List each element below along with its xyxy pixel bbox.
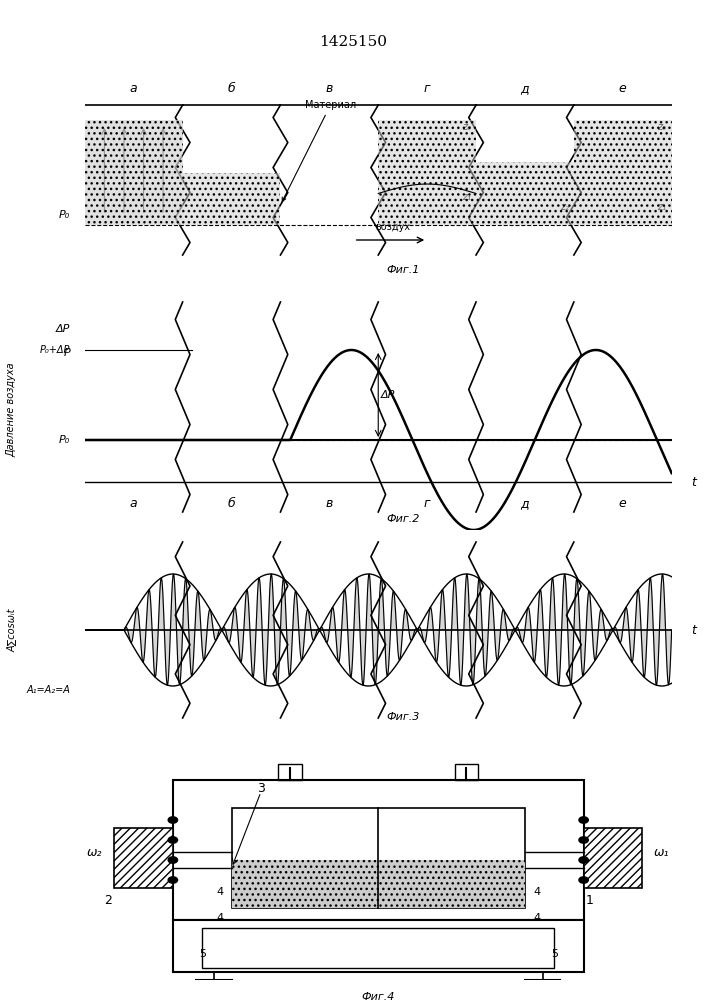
Text: z₀: z₀ <box>462 122 471 132</box>
Bar <box>476 162 574 225</box>
Text: ω₁: ω₁ <box>654 846 670 858</box>
Text: 4: 4 <box>533 887 540 897</box>
Circle shape <box>579 837 588 843</box>
Text: t: t <box>691 624 696 637</box>
Bar <box>202 928 554 968</box>
Text: Фиг.4: Фиг.4 <box>361 992 395 1000</box>
Text: z₁: z₁ <box>658 202 667 212</box>
Circle shape <box>579 857 588 863</box>
Bar <box>574 120 672 225</box>
Bar <box>232 860 525 908</box>
Bar <box>378 120 476 225</box>
Circle shape <box>579 877 588 883</box>
Text: в: в <box>326 497 333 510</box>
Text: 1425150: 1425150 <box>320 35 387 49</box>
Bar <box>173 780 584 920</box>
Text: д: д <box>520 497 530 510</box>
Text: z₁: z₁ <box>462 192 471 202</box>
Text: 3: 3 <box>257 782 265 794</box>
Text: е: е <box>619 82 626 95</box>
Text: A₁=A₂=A: A₁=A₂=A <box>26 685 70 695</box>
Text: 4: 4 <box>216 887 223 897</box>
Circle shape <box>168 817 177 823</box>
Text: 1: 1 <box>585 894 593 906</box>
Text: 5: 5 <box>551 949 558 959</box>
Bar <box>455 764 478 780</box>
Text: z₀: z₀ <box>658 122 667 132</box>
Bar <box>584 828 643 888</box>
Text: t: t <box>691 476 696 488</box>
Text: Материал: Материал <box>282 100 356 201</box>
Text: Давление воздуха: Давление воздуха <box>6 363 16 457</box>
Text: Фиг.1: Фиг.1 <box>386 265 419 275</box>
Circle shape <box>168 857 177 863</box>
Bar <box>85 120 182 225</box>
Text: г: г <box>423 82 431 95</box>
Text: в: в <box>326 82 333 95</box>
Text: 4: 4 <box>533 913 540 923</box>
Text: P₀: P₀ <box>59 210 70 220</box>
Text: a: a <box>130 82 138 95</box>
Bar <box>279 764 302 780</box>
Text: б: б <box>228 497 235 510</box>
Circle shape <box>168 837 177 843</box>
Text: ω₂: ω₂ <box>87 846 103 858</box>
Text: воздух: воздух <box>375 223 411 232</box>
Text: е: е <box>619 497 626 510</box>
Text: 4: 4 <box>216 913 223 923</box>
Text: ΔP: ΔP <box>56 324 70 334</box>
Text: д: д <box>520 82 530 95</box>
Bar <box>173 920 584 972</box>
Text: б: б <box>228 82 235 95</box>
Bar <box>115 828 173 888</box>
Circle shape <box>168 877 177 883</box>
Text: P₀+ΔP: P₀+ΔP <box>40 345 70 355</box>
Bar <box>232 808 525 908</box>
Bar <box>182 172 281 225</box>
Text: 2: 2 <box>105 894 112 906</box>
Text: P₀: P₀ <box>59 435 70 445</box>
Circle shape <box>579 817 588 823</box>
Text: P: P <box>64 348 70 358</box>
Text: Фиг.3: Фиг.3 <box>386 712 419 722</box>
Text: г: г <box>423 497 431 510</box>
Text: Фиг.2: Фиг.2 <box>386 514 419 524</box>
Text: z₂: z₂ <box>559 202 568 212</box>
Text: ΔP: ΔP <box>380 390 395 400</box>
Text: 5: 5 <box>199 949 206 959</box>
Text: a: a <box>130 497 138 510</box>
Text: A∑cosωᵢt: A∑cosωᵢt <box>6 608 16 652</box>
